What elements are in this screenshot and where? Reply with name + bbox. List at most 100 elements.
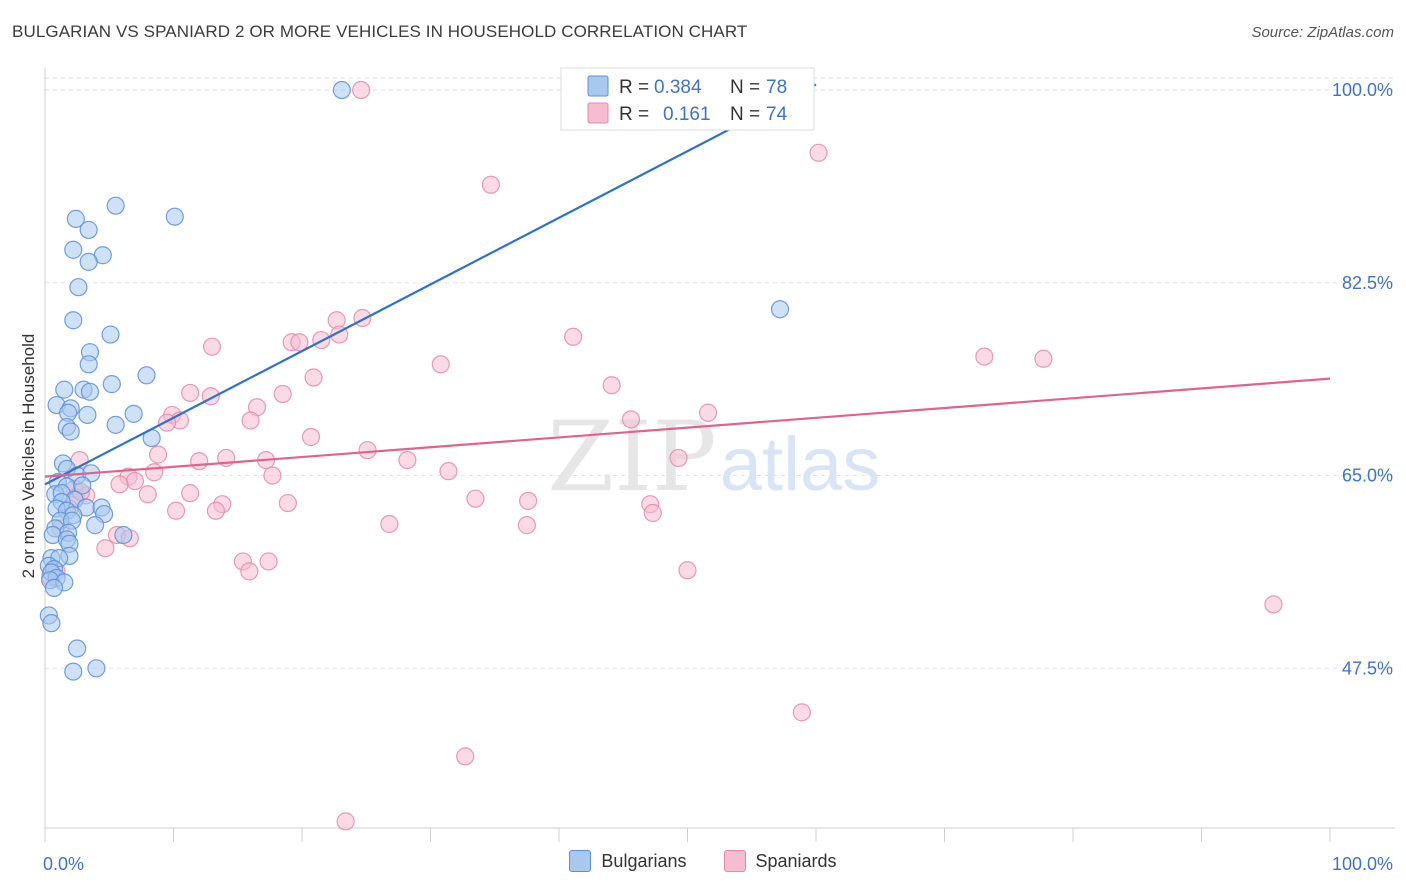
legend-r-value-1: 0.384 [654,77,702,98]
spaniard-point [517,516,536,535]
bulgarian-point [79,355,98,374]
spaniard-point [240,562,259,581]
bulgarian-point [64,311,83,330]
bulgarians-points [39,80,790,681]
bulgarian-point [55,380,74,399]
bulgarian-point [87,659,106,678]
bulgarian-point [106,196,125,215]
spaniard-point [148,445,168,464]
legend-swatch-spaniards [723,850,746,872]
legend-n-value-1: 78 [766,77,787,98]
bulgarian-point [79,252,98,271]
spaniard-point [352,80,371,100]
y-tick-label: 82.5% [1342,273,1393,293]
bulgarian-point [64,240,83,259]
y-axis-label: 2 or more Vehicles in Household [19,334,38,579]
legend-n-label-1: N = [730,77,760,98]
spaniard-point [125,471,145,491]
legend-label-bulgarians: Bulgarians [601,850,687,871]
spaniard-point [1034,349,1053,368]
y-tick-label: 65.0% [1342,466,1393,486]
spaniard-point [259,552,278,571]
spaniard-point [304,368,323,387]
spaniard-point [643,503,662,523]
spaniard-point [110,475,129,494]
x-tick-labels: 0.0% 100.0% [43,854,1393,874]
bulgarian-point [69,278,88,297]
spaniards-trend-line [44,377,1331,478]
y-tick-labels: 47.5% 65.0% 82.5% 100.0% [1332,80,1393,678]
y-tick-label: 47.5% [1342,658,1393,678]
spaniard-point [669,448,688,468]
source-credit: Source: ZipAtlas.com [1251,24,1394,41]
bulgarian-point [101,325,120,344]
bulgarian-point [165,207,184,226]
spaniard-point [398,451,417,470]
bulgarian-point [42,614,61,633]
bulgarian-point [124,404,143,423]
spaniard-point [621,410,641,429]
legend-swatch-pink [587,102,609,124]
watermark: ZIP atlas [547,401,880,513]
axes [44,68,1395,842]
bulgarian-point [114,525,133,545]
spaniard-point [481,175,500,194]
legend-swatch-blue [587,75,609,97]
spaniard-point [157,413,177,432]
bulgarian-point [86,516,105,535]
spaniard-point [336,812,355,831]
trend-lines [44,83,1331,486]
spaniard-point [263,466,282,485]
spaniard-point [166,501,186,520]
spaniard-point [181,484,200,503]
bulgarian-point [64,662,83,681]
spaniard-point [456,747,475,766]
x-tick-label: 100.0% [1332,854,1393,874]
bulgarian-point [770,300,790,319]
spaniard-point [678,561,697,580]
spaniard-point [96,539,115,558]
series-legend: Bulgarians Spaniards [0,850,1406,877]
spaniard-point [145,463,164,482]
spaniard-point [564,327,583,346]
spaniard-point [519,491,538,510]
legend-label-spaniards: Spaniards [755,850,837,871]
spaniard-point [975,347,994,366]
bulgarian-point [80,382,100,401]
spaniard-point [138,485,157,504]
legend-r-value-2: 0.161 [663,104,711,125]
spaniard-point [181,383,200,403]
legend-r-label-1: R = [619,77,649,98]
spaniard-point [202,337,222,356]
bulgarian-point [78,405,97,425]
bulgarian-point [66,209,85,228]
spaniard-point [602,376,621,395]
legend-n-label-2: N = [730,104,760,125]
legend-item-spaniards[interactable]: Spaniards [723,850,837,872]
spaniard-point [301,427,321,447]
legend-swatch-bulgarians [569,850,592,872]
bulgarian-point [106,415,125,434]
bulgarian-point [68,639,87,658]
spaniard-point [273,384,292,404]
spaniard-point [241,411,260,430]
legend-n-value-2: 74 [766,104,788,125]
stats-legend: R = 0.384 N = 78 R = 0.161 N = 74 [560,67,815,131]
legend-item-bulgarians[interactable]: Bulgarians [569,850,686,872]
spaniard-point [439,462,458,481]
spaniard-point [358,441,377,460]
chart-title: BULGARIAN VS SPANIARD 2 OR MORE VEHICLES… [12,22,748,41]
x-tick-label: 0.0% [43,854,84,874]
spaniard-point [698,403,718,422]
y-tick-label: 100.0% [1332,80,1393,100]
spaniard-point [206,501,226,520]
bulgarian-point [61,422,80,441]
spaniard-point [466,489,485,508]
spaniard-point [1264,595,1283,614]
spaniard-point [809,143,828,162]
spaniard-point [431,355,450,374]
spaniard-point [290,333,309,352]
legend-r-label-2: R = [619,104,649,125]
watermark-atlas: atlas [720,422,881,507]
